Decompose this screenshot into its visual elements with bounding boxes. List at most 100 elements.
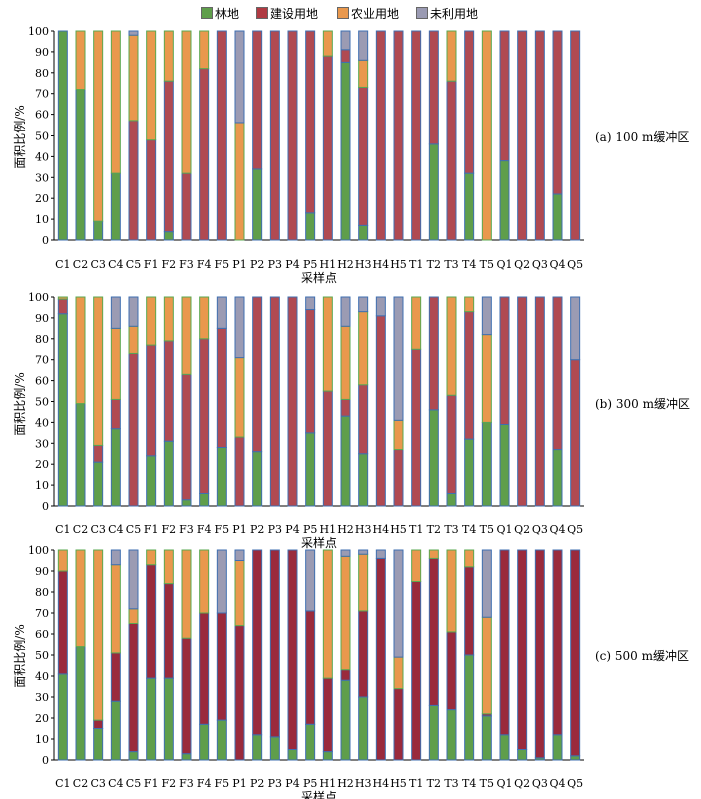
bar-segment-unused <box>481 296 492 336</box>
bar-segment-construction <box>340 669 351 681</box>
x-tick-label: Q2 <box>514 777 530 790</box>
y-tick-label: 70 <box>35 607 49 620</box>
bar-segment-construction <box>570 30 581 241</box>
x-tick-label: C5 <box>126 777 141 790</box>
x-tick-label: F3 <box>179 777 194 790</box>
bar-segment-forest <box>534 757 545 761</box>
y-tick-label: 40 <box>35 670 49 683</box>
bar-segment-agriculture <box>340 555 351 671</box>
x-tick-label: F4 <box>197 777 212 790</box>
bar-segment-construction <box>128 623 139 753</box>
bar-segment-construction <box>252 549 263 736</box>
bar-segment-agriculture <box>464 549 475 568</box>
bar-segment-unused <box>481 549 492 618</box>
x-tick-label: P5 <box>303 523 317 536</box>
bar-segment-construction <box>375 315 386 507</box>
x-tick-label: P5 <box>303 777 317 790</box>
x-tick-label: P4 <box>285 258 299 271</box>
bar-segment-agriculture <box>75 549 86 648</box>
y-tick-label: 30 <box>35 171 49 184</box>
y-tick-label: 70 <box>35 354 49 367</box>
x-tick-label: H4 <box>373 777 390 790</box>
bar-segment-construction <box>393 30 404 241</box>
bar-segment-unused <box>305 549 316 612</box>
bar-segment-construction <box>216 327 227 448</box>
panel-caption: (c) 500 m缓冲区 <box>595 648 689 663</box>
bar-segment-forest <box>340 679 351 761</box>
legend-label-construction: 建设用地 <box>270 6 319 21</box>
bar-segment-forest <box>481 421 492 507</box>
y-tick-label: 100 <box>28 544 49 557</box>
y-tick-label: 10 <box>35 733 49 746</box>
bar-segment-construction <box>181 637 192 755</box>
bar-segment-forest <box>216 719 227 761</box>
bar-segment-unused <box>128 549 139 610</box>
bar-segment-agriculture <box>446 296 457 396</box>
bar-segment-agriculture <box>481 30 492 241</box>
x-axis-title: 采样点 <box>301 270 337 285</box>
bar-segment-construction <box>375 30 386 241</box>
bar-segment-agriculture <box>146 549 157 566</box>
x-tick-label: Q4 <box>549 523 565 536</box>
bar-segment-unused <box>305 296 316 311</box>
bar-segment-construction <box>446 80 457 241</box>
bar-segment-agriculture <box>199 549 210 614</box>
bar-segment-forest <box>146 677 157 761</box>
x-tick-label: H3 <box>355 777 372 790</box>
bar-segment-forest <box>163 231 174 241</box>
bar-segment-agriculture <box>446 549 457 633</box>
bar-segment-construction <box>269 296 280 507</box>
bar-segment-construction <box>199 612 210 725</box>
bar-segment-forest <box>57 313 68 507</box>
bar-segment-forest <box>340 61 351 241</box>
y-tick-label: 20 <box>35 192 49 205</box>
y-tick-label: 40 <box>35 416 49 429</box>
bar-segment-construction <box>287 30 298 241</box>
legend-swatch-construction <box>256 7 268 19</box>
y-tick-label: 0 <box>42 500 49 513</box>
bar-segment-construction <box>517 549 528 750</box>
bar-segment-forest <box>552 449 563 507</box>
y-tick-label: 40 <box>35 150 49 163</box>
x-tick-label: H3 <box>355 523 372 536</box>
y-tick-label: 80 <box>35 67 49 80</box>
bar-segment-construction <box>481 713 492 717</box>
bar-segment-unused <box>340 296 351 327</box>
bar-segment-forest <box>428 143 439 241</box>
bar-segment-unused <box>340 30 351 51</box>
x-tick-label: C2 <box>73 523 88 536</box>
bar-segment-forest <box>446 709 457 761</box>
bar-segment-construction <box>287 296 298 507</box>
bar-segment-construction <box>216 30 227 241</box>
bar-segment-agriculture <box>411 549 422 582</box>
bar-segment-construction <box>199 68 210 241</box>
bar-segment-construction <box>534 30 545 241</box>
bar-segment-forest <box>358 696 369 761</box>
bar-segment-construction <box>411 348 422 507</box>
x-tick-label: H5 <box>390 258 407 271</box>
bar-segment-forest <box>163 677 174 761</box>
bar-segment-unused <box>570 296 581 361</box>
y-tick-label: 50 <box>35 130 49 143</box>
bar-segment-forest <box>428 409 439 507</box>
x-tick-label: H5 <box>390 523 407 536</box>
x-tick-label: F1 <box>144 777 159 790</box>
bar-segment-forest <box>499 160 510 241</box>
bar-segment-forest <box>305 212 316 241</box>
y-tick-label: 90 <box>35 46 49 59</box>
bar-segment-unused <box>358 549 369 555</box>
bar-segment-construction <box>110 652 121 702</box>
bar-segment-forest <box>75 403 86 507</box>
x-tick-label: P5 <box>303 258 317 271</box>
y-tick-label: 100 <box>28 25 49 38</box>
x-tick-label: T2 <box>427 523 441 536</box>
x-tick-label: Q3 <box>532 523 548 536</box>
bar-segment-construction <box>322 677 333 753</box>
bar-segment-forest <box>199 723 210 761</box>
bar-segment-construction <box>305 30 316 214</box>
bar-segment-construction <box>146 344 157 457</box>
x-tick-label: H1 <box>320 777 337 790</box>
bar-segment-forest <box>464 654 475 761</box>
bar-segment-forest <box>146 455 157 507</box>
